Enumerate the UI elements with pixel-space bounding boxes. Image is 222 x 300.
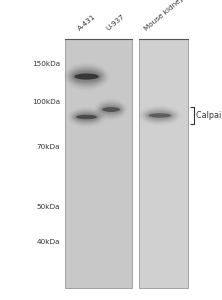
Ellipse shape xyxy=(98,102,124,117)
Ellipse shape xyxy=(67,66,106,87)
Ellipse shape xyxy=(70,69,103,84)
Ellipse shape xyxy=(74,74,99,80)
Text: 150kDa: 150kDa xyxy=(32,61,60,68)
Text: 40kDa: 40kDa xyxy=(36,238,60,244)
Ellipse shape xyxy=(69,68,105,85)
Text: A-431: A-431 xyxy=(77,13,97,32)
Text: U-937: U-937 xyxy=(105,13,125,32)
Text: Calpain 1: Calpain 1 xyxy=(196,111,222,120)
Text: 70kDa: 70kDa xyxy=(36,144,60,150)
Ellipse shape xyxy=(147,111,173,120)
Ellipse shape xyxy=(71,110,102,124)
Bar xyxy=(139,39,188,288)
Ellipse shape xyxy=(145,110,175,121)
Text: 50kDa: 50kDa xyxy=(36,204,60,210)
Ellipse shape xyxy=(100,105,122,114)
Text: 100kDa: 100kDa xyxy=(32,99,60,105)
Ellipse shape xyxy=(72,71,101,82)
Ellipse shape xyxy=(76,115,97,119)
Ellipse shape xyxy=(143,109,176,122)
Bar xyxy=(65,39,132,288)
Text: Mouse kidney: Mouse kidney xyxy=(143,0,185,32)
Ellipse shape xyxy=(102,107,120,112)
Ellipse shape xyxy=(149,113,171,118)
Ellipse shape xyxy=(99,104,123,115)
Ellipse shape xyxy=(74,113,99,121)
Ellipse shape xyxy=(73,112,100,122)
